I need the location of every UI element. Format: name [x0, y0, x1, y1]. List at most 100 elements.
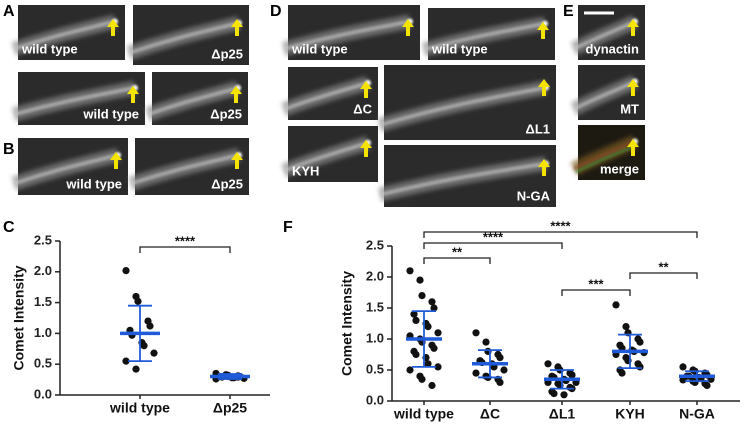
arrow [230, 86, 242, 103]
micrograph: merge [570, 125, 645, 180]
micrograph: MT [570, 65, 645, 120]
data-point [122, 357, 130, 365]
data-point [430, 304, 438, 312]
panel-letter: F [283, 219, 293, 236]
data-point [150, 349, 158, 357]
significance-label: ** [658, 259, 669, 274]
significance-bracket [423, 231, 698, 238]
x-tick-label: N-GA [679, 406, 715, 422]
data-point [416, 276, 424, 284]
panel-letter: B [3, 141, 15, 158]
y-tick-label: 0.5 [366, 361, 384, 376]
image-label: wild type [21, 41, 78, 56]
micrograph: wild type [11, 138, 128, 195]
significance-label: **** [550, 218, 571, 233]
arrow [360, 140, 372, 157]
micrograph: Δp25 [126, 5, 249, 65]
arrow [627, 19, 639, 36]
data-point [132, 365, 140, 373]
micrograph: Δp25 [128, 138, 249, 195]
image-label: Δp25 [211, 176, 243, 191]
arrow [360, 81, 372, 98]
significance-label: **** [175, 233, 196, 248]
y-tick-label: 2.0 [366, 268, 384, 283]
y-tick-label: 2.5 [34, 232, 52, 247]
data-point [612, 301, 620, 309]
significance-label: ** [452, 244, 463, 259]
arrow [538, 159, 550, 176]
data-point [568, 371, 576, 379]
cell-core [379, 161, 547, 197]
y-tick-label: 0.5 [34, 356, 52, 371]
image-label: wild type [431, 41, 488, 56]
image-label: KYH [292, 163, 319, 178]
micrograph: ΔL1 [378, 65, 556, 140]
micrograph: KYH [281, 126, 378, 182]
arrow [127, 86, 139, 103]
y-axis-label: Comet Intensity [339, 271, 355, 376]
cell-core [283, 140, 369, 173]
cell-core [283, 80, 369, 112]
image-label: dynactin [586, 41, 640, 56]
micrograph: wild type [12, 72, 145, 125]
significance-bracket [629, 272, 698, 279]
panel-letter: E [563, 3, 574, 20]
panel-letter: D [270, 3, 282, 20]
significance-bracket [139, 246, 231, 253]
data-point [679, 363, 687, 371]
arrow [231, 19, 243, 36]
data-point [560, 391, 568, 399]
image-label: Δp25 [211, 46, 243, 61]
y-tick-label: 1.0 [366, 330, 384, 345]
cell-core [130, 153, 240, 186]
y-tick-label: 0.0 [366, 392, 384, 407]
x-tick-label: Δp25 [213, 400, 247, 416]
data-point [134, 297, 142, 305]
micrograph: wild type [11, 5, 125, 60]
data-point [412, 316, 420, 324]
cell-core [283, 19, 411, 51]
data-point [636, 338, 644, 346]
image-label: wild type [65, 176, 122, 191]
data-point [434, 363, 442, 371]
data-point [679, 376, 687, 384]
significance-bracket [423, 242, 563, 249]
y-axis-label: Comet Intensity [11, 265, 27, 370]
y-tick-label: 2.5 [366, 237, 384, 252]
data-point [424, 323, 432, 331]
panel-letter: A [3, 3, 15, 20]
cell-core [13, 19, 116, 51]
data-point [434, 329, 442, 337]
cell-core [147, 85, 239, 117]
panel-letter: C [3, 219, 15, 236]
data-point [428, 381, 436, 390]
image-label: ΔL1 [525, 121, 550, 136]
data-point [544, 360, 552, 368]
significance-bracket [423, 257, 491, 264]
data-point [406, 267, 414, 275]
data-point [122, 266, 130, 275]
image-label: Δp25 [210, 106, 242, 121]
image-label: wild type [291, 41, 348, 56]
arrow [627, 139, 639, 156]
data-point [140, 342, 148, 350]
y-tick-label: 1.5 [366, 299, 384, 314]
data-point [424, 360, 432, 368]
data-point [410, 310, 418, 318]
cell-core [379, 85, 547, 127]
arrow [107, 19, 119, 36]
data-point [496, 354, 504, 362]
data-point [406, 366, 414, 374]
data-point [500, 366, 508, 374]
cell-core [128, 21, 240, 55]
significance-label: **** [483, 229, 504, 244]
significance-bracket [561, 289, 631, 296]
x-tick-label: wild type [393, 406, 454, 422]
data-point [412, 350, 420, 359]
data-point [418, 292, 426, 300]
x-tick-label: KYH [615, 406, 645, 422]
micrograph: N-GA [378, 145, 556, 207]
image-label: wild type [82, 106, 139, 121]
data-point [496, 378, 504, 386]
data-point [472, 369, 480, 377]
